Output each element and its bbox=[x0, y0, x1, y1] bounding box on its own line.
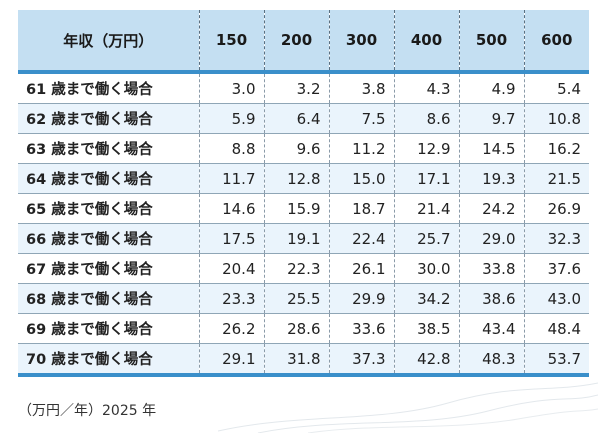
table-cell: 32.3 bbox=[523, 223, 589, 254]
table-cell: 7.5 bbox=[328, 103, 394, 134]
header-row: 年収（万円） 150 200 300 400 500 600 bbox=[18, 10, 589, 72]
table-cell: 24.2 bbox=[458, 193, 524, 224]
table-cell: 26.2 bbox=[198, 313, 264, 344]
table-cell: 9.6 bbox=[263, 133, 329, 164]
table-row: 63 歳まで働く場合 8.8 9.6 11.2 12.9 14.5 16.2 bbox=[18, 133, 589, 164]
table-cell: 42.8 bbox=[393, 343, 459, 377]
table-row: 68 歳まで働く場合 23.3 25.5 29.9 34.2 38.6 43.0 bbox=[18, 283, 589, 314]
table-cell: 25.5 bbox=[263, 283, 329, 314]
column-header: 400 bbox=[393, 10, 459, 72]
table-cell: 17.5 bbox=[198, 223, 264, 254]
table-cell: 23.3 bbox=[198, 283, 264, 314]
table-cell: 14.6 bbox=[198, 193, 264, 224]
table-cell: 30.0 bbox=[393, 253, 459, 284]
row-label: 63 歳まで働く場合 bbox=[18, 133, 199, 164]
table-cell: 4.9 bbox=[458, 71, 524, 104]
row-label: 70 歳まで働く場合 bbox=[18, 343, 199, 377]
table-cell: 29.1 bbox=[198, 343, 264, 377]
table-cell: 15.9 bbox=[263, 193, 329, 224]
row-label: 65 歳まで働く場合 bbox=[18, 193, 199, 224]
table-cell: 15.0 bbox=[328, 163, 394, 194]
table-row: 67 歳まで働く場合 20.4 22.3 26.1 30.0 33.8 37.6 bbox=[18, 253, 589, 284]
row-label: 69 歳まで働く場合 bbox=[18, 313, 199, 344]
pension-increase-table: 年収（万円） 150 200 300 400 500 600 61 歳まで働く場… bbox=[18, 10, 589, 377]
row-label: 66 歳まで働く場合 bbox=[18, 223, 199, 254]
table-cell: 28.6 bbox=[263, 313, 329, 344]
table-cell: 37.6 bbox=[523, 253, 589, 284]
table-cell: 43.4 bbox=[458, 313, 524, 344]
table-cell: 6.4 bbox=[263, 103, 329, 134]
table-cell: 48.4 bbox=[523, 313, 589, 344]
table-cell: 34.2 bbox=[393, 283, 459, 314]
table-cell: 14.5 bbox=[458, 133, 524, 164]
table-row: 66 歳まで働く場合 17.5 19.1 22.4 25.7 29.0 32.3 bbox=[18, 223, 589, 254]
table-cell: 19.1 bbox=[263, 223, 329, 254]
table-cell: 8.8 bbox=[198, 133, 264, 164]
table-cell: 21.5 bbox=[523, 163, 589, 194]
column-header: 600 bbox=[523, 10, 589, 72]
table-cell: 5.4 bbox=[523, 71, 589, 104]
table-cell: 22.3 bbox=[263, 253, 329, 284]
table-cell: 11.7 bbox=[198, 163, 264, 194]
background-line-decoration bbox=[218, 382, 598, 433]
row-label: 62 歳まで働く場合 bbox=[18, 103, 199, 134]
table-cell: 21.4 bbox=[393, 193, 459, 224]
footnote: （万円／年）2025 年 bbox=[18, 403, 157, 419]
table-cell: 31.8 bbox=[263, 343, 329, 377]
table-cell: 43.0 bbox=[523, 283, 589, 314]
table-cell: 26.9 bbox=[523, 193, 589, 224]
table-cell: 26.1 bbox=[328, 253, 394, 284]
table-cell: 33.8 bbox=[458, 253, 524, 284]
table-cell: 3.0 bbox=[198, 71, 264, 104]
table-cell: 29.9 bbox=[328, 283, 394, 314]
table-cell: 12.8 bbox=[263, 163, 329, 194]
table-row: 62 歳まで働く場合 5.9 6.4 7.5 8.6 9.7 10.8 bbox=[18, 103, 589, 134]
table-cell: 38.5 bbox=[393, 313, 459, 344]
column-header: 200 bbox=[263, 10, 329, 72]
row-label: 61 歳まで働く場合 bbox=[18, 71, 199, 104]
row-label: 64 歳まで働く場合 bbox=[18, 163, 199, 194]
table-cell: 20.4 bbox=[198, 253, 264, 284]
table-row: 65 歳まで働く場合 14.6 15.9 18.7 21.4 24.2 26.9 bbox=[18, 193, 589, 224]
table-cell: 10.8 bbox=[523, 103, 589, 134]
table-cell: 3.2 bbox=[263, 71, 329, 104]
table-cell: 17.1 bbox=[393, 163, 459, 194]
table-row: 64 歳まで働く場合 11.7 12.8 15.0 17.1 19.3 21.5 bbox=[18, 163, 589, 194]
column-header: 150 bbox=[198, 10, 264, 72]
table-cell: 53.7 bbox=[523, 343, 589, 377]
column-header: 300 bbox=[328, 10, 394, 72]
table-cell: 22.4 bbox=[328, 223, 394, 254]
table-cell: 16.2 bbox=[523, 133, 589, 164]
table-cell: 19.3 bbox=[458, 163, 524, 194]
table-cell: 8.6 bbox=[393, 103, 459, 134]
table-row: 61 歳まで働く場合 3.0 3.2 3.8 4.3 4.9 5.4 bbox=[18, 71, 589, 104]
table-cell: 5.9 bbox=[198, 103, 264, 134]
table-cell: 25.7 bbox=[393, 223, 459, 254]
row-label: 68 歳まで働く場合 bbox=[18, 283, 199, 314]
table-cell: 9.7 bbox=[458, 103, 524, 134]
table-row: 69 歳まで働く場合 26.2 28.6 33.6 38.5 43.4 48.4 bbox=[18, 313, 589, 344]
table-cell: 38.6 bbox=[458, 283, 524, 314]
table-cell: 4.3 bbox=[393, 71, 459, 104]
table-cell: 11.2 bbox=[328, 133, 394, 164]
table-cell: 29.0 bbox=[458, 223, 524, 254]
table-cell: 18.7 bbox=[328, 193, 394, 224]
table-cell: 33.6 bbox=[328, 313, 394, 344]
table-cell: 37.3 bbox=[328, 343, 394, 377]
table-cell: 3.8 bbox=[328, 71, 394, 104]
row-label: 67 歳まで働く場合 bbox=[18, 253, 199, 284]
column-header: 500 bbox=[458, 10, 524, 72]
corner-header: 年収（万円） bbox=[18, 10, 199, 72]
table-cell: 48.3 bbox=[458, 343, 524, 377]
table-cell: 12.9 bbox=[393, 133, 459, 164]
pension-table-container: 年収（万円） 150 200 300 400 500 600 61 歳まで働く場… bbox=[18, 10, 589, 377]
table-row: 70 歳まで働く場合 29.1 31.8 37.3 42.8 48.3 53.7 bbox=[18, 343, 589, 377]
